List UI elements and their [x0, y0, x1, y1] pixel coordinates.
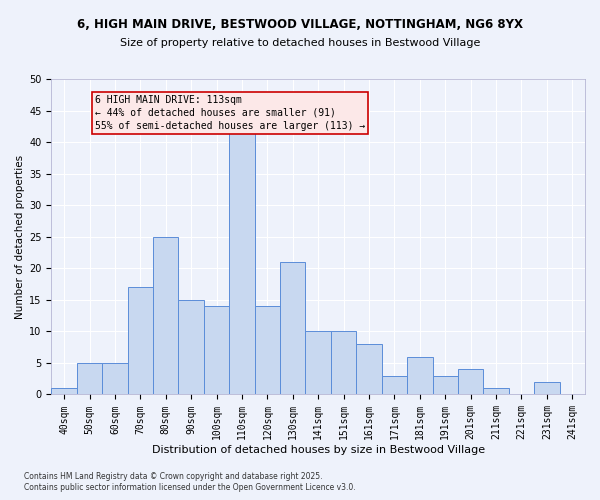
- Bar: [229, 130, 254, 394]
- Bar: [102, 363, 128, 394]
- Text: Contains public sector information licensed under the Open Government Licence v3: Contains public sector information licen…: [24, 484, 356, 492]
- Bar: [280, 262, 305, 394]
- Text: Size of property relative to detached houses in Bestwood Village: Size of property relative to detached ho…: [120, 38, 480, 48]
- Text: 6 HIGH MAIN DRIVE: 113sqm
← 44% of detached houses are smaller (91)
55% of semi-: 6 HIGH MAIN DRIVE: 113sqm ← 44% of detac…: [95, 95, 365, 131]
- Bar: [458, 369, 484, 394]
- Bar: [356, 344, 382, 395]
- Bar: [153, 236, 178, 394]
- Bar: [128, 287, 153, 395]
- X-axis label: Distribution of detached houses by size in Bestwood Village: Distribution of detached houses by size …: [152, 445, 485, 455]
- Bar: [254, 306, 280, 394]
- Text: Contains HM Land Registry data © Crown copyright and database right 2025.: Contains HM Land Registry data © Crown c…: [24, 472, 323, 481]
- Bar: [382, 376, 407, 394]
- Bar: [204, 306, 229, 394]
- Bar: [484, 388, 509, 394]
- Bar: [331, 332, 356, 394]
- Bar: [407, 356, 433, 395]
- Bar: [77, 363, 102, 394]
- Text: 6, HIGH MAIN DRIVE, BESTWOOD VILLAGE, NOTTINGHAM, NG6 8YX: 6, HIGH MAIN DRIVE, BESTWOOD VILLAGE, NO…: [77, 18, 523, 30]
- Bar: [305, 332, 331, 394]
- Bar: [433, 376, 458, 394]
- Bar: [52, 388, 77, 394]
- Y-axis label: Number of detached properties: Number of detached properties: [15, 154, 25, 319]
- Bar: [534, 382, 560, 394]
- Bar: [178, 300, 204, 394]
